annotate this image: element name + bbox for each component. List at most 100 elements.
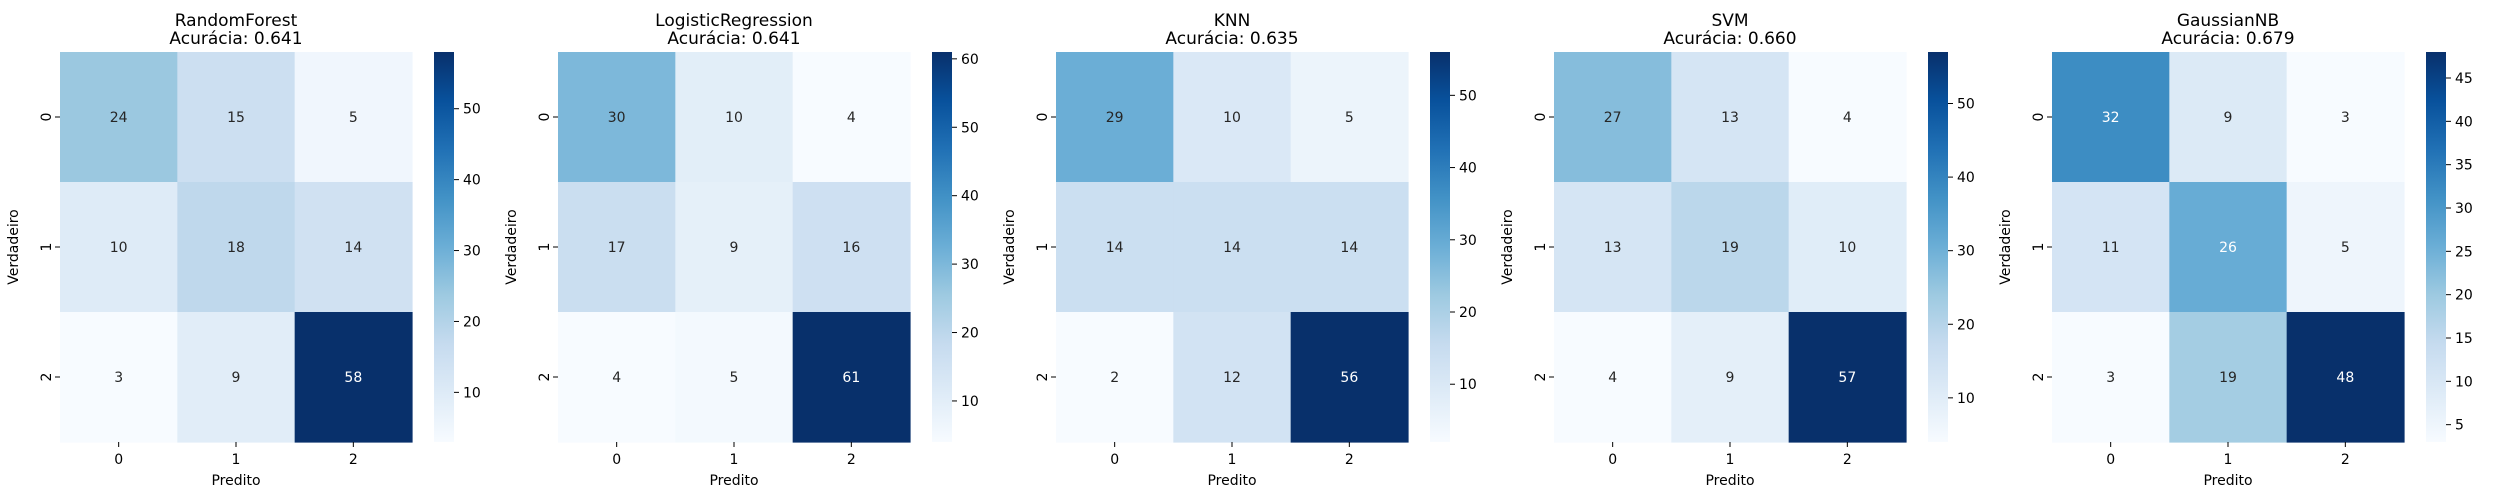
x-tick-label: 0	[1608, 452, 1617, 468]
colorbar-tick-label: 50	[463, 102, 481, 118]
colorbar-tick-label: 20	[1957, 317, 1975, 333]
cell-value: 4	[612, 370, 621, 386]
colorbar-tick-label: 10	[1957, 391, 1975, 407]
x-tick-label: 2	[847, 452, 856, 468]
y-tick-label: 1	[537, 243, 553, 252]
cell-value: 14	[1223, 240, 1241, 256]
heatmap-cell	[1290, 312, 1409, 443]
chart-title: RandomForest	[175, 11, 298, 31]
cell-value: 3	[2341, 110, 2350, 126]
colorbar-tick-label: 50	[1459, 88, 1477, 104]
cell-value: 13	[1604, 240, 1622, 256]
x-tick-label: 0	[114, 452, 123, 468]
chart-subtitle: Acurácia: 0.679	[2161, 29, 2294, 49]
cell-value: 48	[2336, 370, 2354, 386]
y-tick-label: 0	[537, 113, 553, 122]
cell-value: 14	[1106, 240, 1124, 256]
cell-value: 61	[842, 370, 860, 386]
cell-value: 4	[847, 110, 856, 126]
cell-value: 3	[2106, 370, 2115, 386]
x-axis-label: Predito	[211, 473, 260, 489]
colorbar	[434, 52, 454, 442]
cell-value: 26	[2219, 240, 2237, 256]
cell-value: 5	[349, 110, 358, 126]
heatmap-cell	[1173, 182, 1292, 313]
heatmap-cell	[1671, 52, 1790, 183]
cell-value: 10	[725, 110, 743, 126]
colorbar	[1430, 52, 1450, 442]
cell-value: 11	[2102, 240, 2120, 256]
cell-value: 16	[842, 240, 860, 256]
cell-value: 9	[730, 240, 739, 256]
y-tick-label: 0	[1035, 113, 1051, 122]
y-tick-label: 1	[1533, 243, 1549, 252]
cell-value: 32	[2102, 110, 2120, 126]
cell-value: 9	[1726, 370, 1735, 386]
x-tick-label: 2	[1843, 452, 1852, 468]
cell-value: 15	[227, 110, 245, 126]
heatmap-cell	[294, 52, 413, 183]
colorbar-tick-label: 50	[961, 120, 979, 136]
heatmap-cell	[675, 52, 794, 183]
y-tick-label: 1	[2031, 243, 2047, 252]
heatmap-cell	[558, 52, 676, 183]
x-tick-label: 2	[1345, 452, 1354, 468]
chart-subtitle: Acurácia: 0.641	[667, 29, 800, 49]
chart-title: KNN	[1214, 11, 1251, 31]
heatmap-cell	[2286, 52, 2405, 183]
chart-title: SVM	[1711, 11, 1748, 31]
heatmap-cell	[1554, 182, 1672, 313]
colorbar-tick-label: 40	[2455, 114, 2473, 130]
colorbar-tick-label: 50	[1957, 97, 1975, 113]
y-axis-label: Verdadeiro	[1002, 209, 1018, 284]
cell-value: 10	[110, 240, 128, 256]
heatmap-cell	[1788, 312, 1907, 443]
heatmap-cell	[2169, 52, 2288, 183]
heatmap-cell	[1056, 312, 1174, 443]
colorbar-tick-label: 10	[463, 385, 481, 401]
heatmap-cell	[294, 182, 413, 313]
cell-value: 4	[1608, 370, 1617, 386]
colorbar-tick-label: 30	[1957, 244, 1975, 260]
cell-value: 57	[1838, 370, 1856, 386]
y-axis-label: Verdadeiro	[504, 209, 520, 284]
heatmap-cell	[1173, 52, 1292, 183]
heatmap-cell	[60, 182, 178, 313]
cell-value: 18	[227, 240, 245, 256]
colorbar	[932, 52, 952, 442]
heatmap-cell	[60, 52, 178, 183]
heatmap-cell	[177, 312, 296, 443]
heatmap-cell	[1671, 182, 1790, 313]
cell-value: 12	[1223, 370, 1241, 386]
cell-value: 29	[1106, 110, 1124, 126]
heatmap-cell	[294, 312, 413, 443]
heatmap-cell	[1056, 182, 1174, 313]
heatmap-cell	[675, 182, 794, 313]
y-tick-label: 1	[1035, 243, 1051, 252]
heatmap-cell	[1554, 312, 1672, 443]
cell-value: 13	[1721, 110, 1739, 126]
heatmap-cell	[1788, 52, 1907, 183]
heatmap-cell	[1290, 182, 1409, 313]
heatmap-cell	[2286, 182, 2405, 313]
colorbar-tick-label: 30	[1459, 233, 1477, 249]
heatmap-cell	[792, 182, 911, 313]
heatmap-cell	[1056, 52, 1174, 183]
colorbar-tick-label: 20	[1459, 305, 1477, 321]
colorbar-tick-label: 15	[2455, 331, 2473, 347]
heatmap-cell	[675, 312, 794, 443]
cell-value: 5	[1345, 110, 1354, 126]
y-tick-label: 0	[2031, 113, 2047, 122]
colorbar-tick-label: 10	[961, 394, 979, 410]
colorbar-tick-label: 30	[463, 244, 481, 260]
cell-value: 19	[2219, 370, 2237, 386]
cell-value: 9	[232, 370, 241, 386]
x-tick-label: 1	[1726, 452, 1735, 468]
x-tick-label: 0	[1110, 452, 1119, 468]
chart-subtitle: Acurácia: 0.641	[169, 29, 302, 49]
